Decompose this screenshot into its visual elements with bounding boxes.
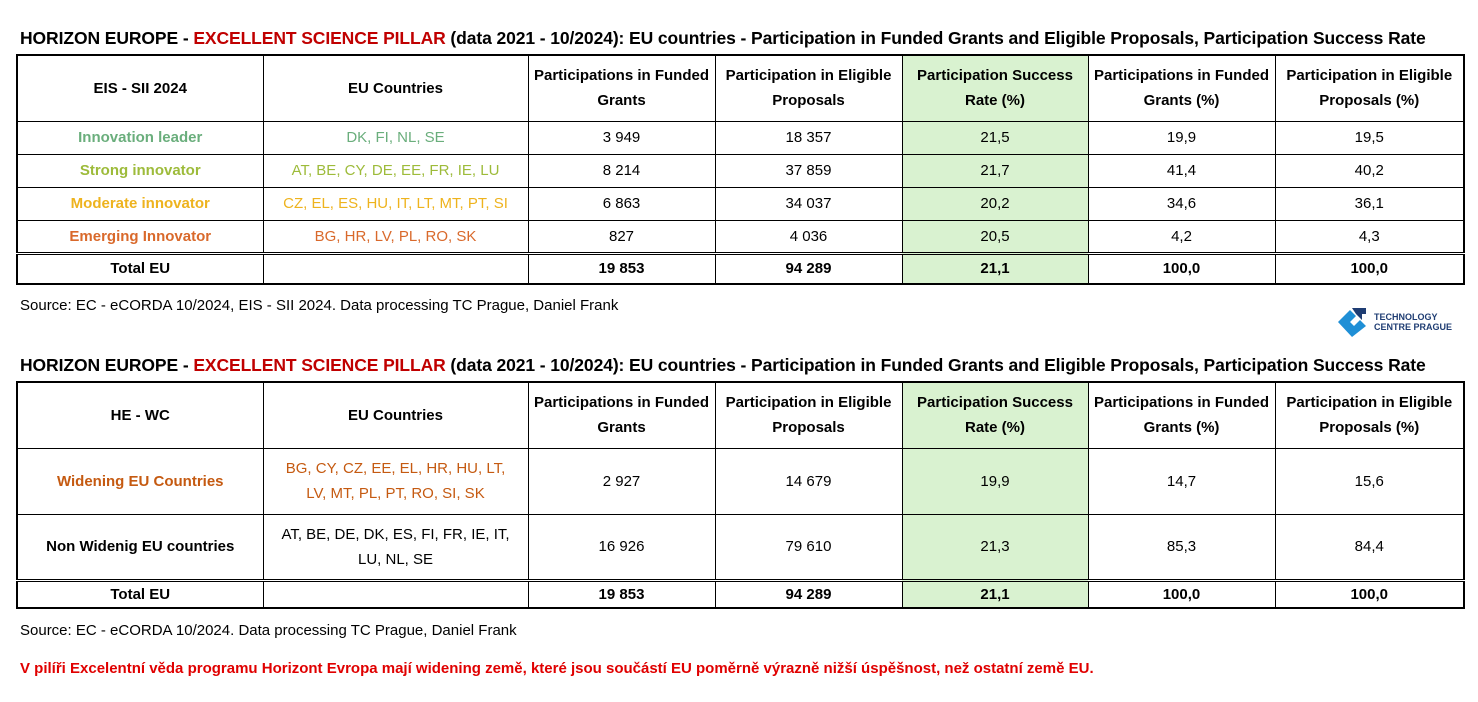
cell-funded: 3 949: [527, 120, 716, 155]
table1-title: HORIZON EUROPE - EXCELLENT SCIENCE PILLA…: [20, 28, 1426, 49]
cell-eligible-pct: 15,6: [1274, 447, 1465, 515]
cell-group: Strong innovator: [16, 153, 264, 188]
logo-line-2: CENTRE PRAGUE: [1374, 322, 1453, 332]
total-eligible: 94 289: [714, 578, 903, 608]
total-eligible-pct: 100,0: [1274, 251, 1465, 285]
cell-eligible: 79 610: [714, 513, 903, 581]
cell-eligible: 37 859: [714, 153, 903, 188]
cell-eligible: 4 036: [714, 219, 903, 254]
table2-title: HORIZON EUROPE - EXCELLENT SCIENCE PILLA…: [20, 355, 1426, 376]
column-header: Participation Success Rate (%): [901, 381, 1089, 449]
cell-group: Non Widenig EU countries: [16, 513, 264, 581]
cell-funded-pct: 85,3: [1087, 513, 1276, 581]
cell-funded: 2 927: [527, 447, 716, 515]
total-row: Total EU 19 853 94 289 21,1 100,0 100,0: [16, 251, 1465, 285]
table-widening: HE - WC EU Countries Participations in Fun…: [16, 381, 1465, 609]
header-row: HE - WC EU Countries Participations in Fun…: [16, 381, 1465, 449]
cell-eligible: 34 037: [714, 186, 903, 221]
cell-eligible-pct: 19,5: [1274, 120, 1465, 155]
cell-countries: DK, FI, NL, SE: [262, 120, 529, 155]
cell-eligible-pct: 36,1: [1274, 186, 1465, 221]
column-header: EIS - SII 2024: [16, 54, 264, 122]
cell-group: Moderate innovator: [16, 186, 264, 221]
column-header: Participations in Funded Grants: [527, 54, 716, 122]
cell-countries: BG, CY, CZ, EE, EL, HR, HU, LT, LV, MT, …: [262, 447, 529, 515]
column-header: HE - WC: [16, 381, 264, 449]
cell-funded: 827: [527, 219, 716, 254]
table-row: Widening EU Countries BG, CY, CZ, EE, EL,…: [16, 447, 1465, 515]
cell-funded: 16 926: [527, 513, 716, 581]
total-funded: 19 853: [527, 251, 716, 285]
column-header: Participation in Eligible Proposals: [714, 54, 903, 122]
total-funded-pct: 100,0: [1087, 578, 1276, 608]
logo-line-1: TECHNOLOGY: [1374, 312, 1438, 322]
cell-rate: 19,9: [901, 447, 1089, 515]
column-header: Participations in Funded Grants: [527, 381, 716, 449]
logo-icon: [1338, 308, 1366, 337]
total-rate: 21,1: [901, 251, 1089, 285]
total-rate: 21,1: [901, 578, 1089, 608]
table-eis-sii: EIS - SII 2024 EU Countries Participations…: [16, 54, 1465, 285]
column-header: Participations in Funded Grants (%): [1087, 54, 1276, 122]
title-part: HORIZON EUROPE -: [20, 355, 194, 375]
table-row: Strong innovator AT, BE, CY, DE, EE, FR, …: [16, 153, 1465, 188]
title-part: HORIZON EUROPE -: [20, 28, 194, 48]
total-label: Total EU: [16, 251, 264, 285]
cell-countries: AT, BE, DE, DK, ES, FI, FR, IE, IT, LU, …: [262, 513, 529, 581]
cell-funded-pct: 19,9: [1087, 120, 1276, 155]
cell-rate: 20,2: [901, 186, 1089, 221]
table-row: Innovation leader DK, FI, NL, SE 3 949 18 3…: [16, 120, 1465, 155]
title-part: (data 2021 - 10/2024): EU countries - Pa…: [445, 355, 1426, 375]
tc-prague-logo: TECHNOLOGY CENTRE PRAGUE: [1336, 306, 1452, 338]
cell-rate: 21,5: [901, 120, 1089, 155]
column-header: Participation in Eligible Proposals: [714, 381, 903, 449]
cell-countries: CZ, EL, ES, HU, IT, LT, MT, PT, SI: [262, 186, 529, 221]
cell-eligible-pct: 40,2: [1274, 153, 1465, 188]
cell-group: Emerging Innovator: [16, 219, 264, 254]
cell-countries: BG, HR, LV, PL, RO, SK: [262, 219, 529, 254]
title-highlight: EXCELLENT SCIENCE PILLAR: [193, 355, 446, 375]
column-header: EU Countries: [262, 381, 529, 449]
column-header: EU Countries: [262, 54, 529, 122]
total-eligible-pct: 100,0: [1274, 578, 1465, 608]
cell-funded-pct: 34,6: [1087, 186, 1276, 221]
column-header: Participation in Eligible Proposals (%): [1274, 54, 1465, 122]
empty-cell: [262, 578, 529, 608]
column-header: Participation Success Rate (%): [901, 54, 1089, 122]
source-note-2: Source: EC - eCORDA 10/2024. Data proces…: [20, 622, 517, 639]
cell-group: Widening EU Countries: [16, 447, 264, 515]
column-header: Participations in Funded Grants (%): [1087, 381, 1276, 449]
cell-funded-pct: 4,2: [1087, 219, 1276, 254]
cell-funded: 6 863: [527, 186, 716, 221]
cell-rate: 21,7: [901, 153, 1089, 188]
empty-cell: [262, 251, 529, 285]
cell-rate: 20,5: [901, 219, 1089, 254]
total-funded: 19 853: [527, 578, 716, 608]
cell-eligible: 18 357: [714, 120, 903, 155]
total-funded-pct: 100,0: [1087, 251, 1276, 285]
cell-funded-pct: 14,7: [1087, 447, 1276, 515]
title-highlight: EXCELLENT SCIENCE PILLAR: [193, 28, 446, 48]
cell-eligible: 14 679: [714, 447, 903, 515]
cell-countries: AT, BE, CY, DE, EE, FR, IE, LU: [262, 153, 529, 188]
total-eligible: 94 289: [714, 251, 903, 285]
cell-rate: 21,3: [901, 513, 1089, 581]
source-note-1: Source: EC - eCORDA 10/2024, EIS - SII 2…: [20, 297, 619, 314]
cell-funded-pct: 41,4: [1087, 153, 1276, 188]
cell-eligible-pct: 84,4: [1274, 513, 1465, 581]
column-header: Participation in Eligible Proposals (%): [1274, 381, 1465, 449]
table-row: Moderate innovator CZ, EL, ES, HU, IT, LT…: [16, 186, 1465, 221]
total-label: Total EU: [16, 578, 264, 608]
table-row: Non Widenig EU countries AT, BE, DE, DK, …: [16, 513, 1465, 581]
total-row: Total EU 19 853 94 289 21,1 100,0 100,0: [16, 578, 1465, 608]
conclusion-note: V pilíři Excelentní věda programu Horizo…: [20, 660, 1094, 677]
cell-group: Innovation leader: [16, 120, 264, 155]
cell-eligible-pct: 4,3: [1274, 219, 1465, 254]
title-part: (data 2021 - 10/2024): EU countries - Pa…: [445, 28, 1426, 48]
table-row: Emerging Innovator BG, HR, LV, PL, RO, SK…: [16, 219, 1465, 254]
cell-funded: 8 214: [527, 153, 716, 188]
header-row: EIS - SII 2024 EU Countries Participations…: [16, 54, 1465, 122]
